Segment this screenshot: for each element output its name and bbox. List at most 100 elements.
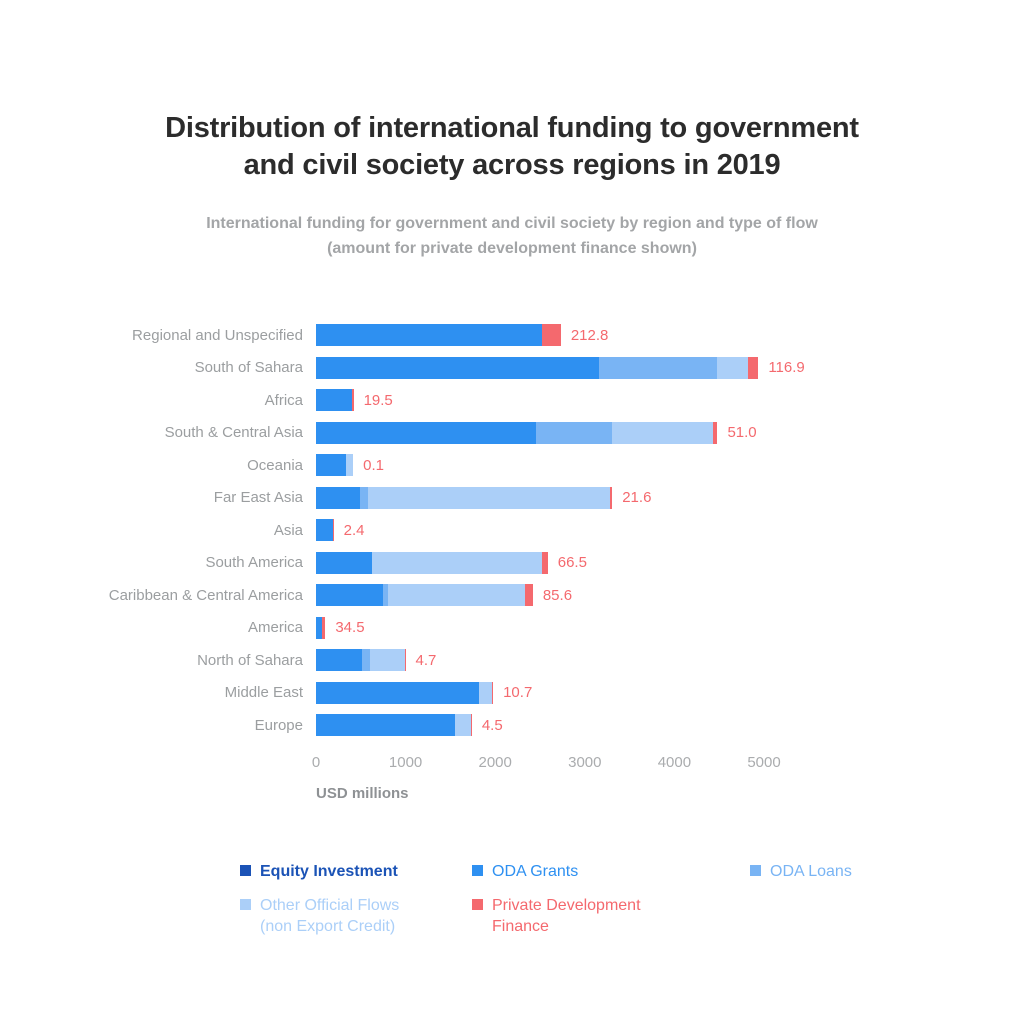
bar-segment-oda-grants (316, 356, 600, 379)
chart-row: Asia 2.4 (0, 514, 1024, 547)
chart-row: South of Sahara 116.9 (0, 352, 1024, 385)
chart-row: South & Central Asia 51.0 (0, 417, 1024, 450)
bar-track (316, 584, 533, 607)
bar-segment-private-development-finance (541, 551, 548, 574)
bar-track (316, 454, 354, 477)
bar-segment-oda-grants (316, 421, 537, 444)
chart-row: Europe 4.5 (0, 709, 1024, 742)
bar-track (316, 714, 472, 737)
bar-track (316, 649, 406, 672)
bar-track (316, 519, 334, 542)
bar-segment-oda-grants (316, 584, 384, 607)
bar-segment-private-development-finance (491, 681, 494, 704)
bar-track (316, 389, 354, 412)
equity-investment-swatch-icon (240, 865, 251, 876)
chart-row: America 34.5 (0, 612, 1024, 645)
bar-segment-other-official-flows-non-export-credit (346, 454, 354, 477)
bar-segment-other-official-flows-non-export-credit (368, 486, 611, 509)
row-label: Far East Asia (213, 489, 303, 507)
chart-row: Caribbean & Central America 85.6 (0, 579, 1024, 612)
bar-track (316, 551, 548, 574)
bar-value-label: 34.5 (335, 619, 365, 637)
bar-value-label: 4.5 (481, 716, 503, 734)
bar-track (316, 681, 494, 704)
bar-segment-other-official-flows-non-export-credit (716, 356, 748, 379)
chart-subtitle: International funding for government and… (206, 215, 818, 257)
bar-track (316, 356, 759, 379)
legend-item-other-official-flows: Other Official Flows (non Export Credit) (240, 895, 399, 937)
legend-label: ODA Loans (770, 863, 852, 880)
bar-segment-oda-grants (316, 486, 360, 509)
x-axis-tick-label: 3000 (568, 754, 602, 771)
row-label: South of Sahara (194, 359, 303, 377)
bar-segment-other-official-flows-non-export-credit (479, 681, 492, 704)
x-axis-tick-label: 1000 (388, 754, 423, 771)
bar-segment-oda-loans (361, 649, 371, 672)
bar-segment-oda-grants (316, 681, 480, 704)
bar-value-label: 51.0 (727, 424, 757, 442)
private-development-finance-swatch-icon (472, 899, 483, 910)
oda-loans-swatch-icon (750, 865, 761, 876)
bar-value-label: 21.6 (622, 489, 652, 507)
bar-segment-other-official-flows-non-export-credit (454, 714, 472, 737)
row-label: Oceania (247, 456, 303, 474)
bar-segment-private-development-finance (525, 584, 533, 607)
other-official-flows-swatch-icon (240, 899, 251, 910)
bar-segment-private-development-finance (541, 324, 561, 347)
legend-label: Equity Investment (260, 863, 398, 880)
bar-track (316, 616, 326, 639)
row-label: North of Sahara (197, 651, 303, 669)
bar-segment-oda-loans (383, 584, 389, 607)
bar-segment-other-official-flows-non-export-credit (371, 551, 542, 574)
bar-segment-oda-grants (316, 324, 542, 347)
row-label: Regional and Unspecified (132, 326, 303, 344)
row-label: Caribbean & Central America (108, 586, 303, 604)
x-axis-tick-label: 0 (311, 754, 321, 771)
row-label: Africa (264, 391, 303, 409)
bar-value-label: 0.1 (363, 456, 385, 474)
row-label: Middle East (224, 684, 303, 702)
legend-item-equity-investment: Equity Investment (240, 861, 398, 882)
bar-segment-oda-grants (316, 649, 362, 672)
bar-segment-oda-loans (599, 356, 717, 379)
row-label: Europe (254, 716, 303, 734)
chart-row: Regional and Unspecified 212.8 (0, 319, 1024, 352)
bar-segment-oda-grants (316, 454, 347, 477)
bar-value-label: 116.9 (768, 359, 805, 377)
row-label: South & Central Asia (164, 424, 303, 442)
row-label: Asia (273, 521, 303, 539)
bar-segment-other-official-flows-non-export-credit (388, 584, 526, 607)
x-axis-title: USD millions (316, 785, 409, 802)
bar-segment-private-development-finance (351, 389, 354, 412)
chart-title: Distribution of international funding to… (165, 112, 859, 181)
bar-value-label: 4.7 (415, 651, 437, 669)
chart-row: Middle East 10.7 (0, 677, 1024, 710)
bar-track (316, 324, 561, 347)
bar-value-label: 85.6 (542, 586, 573, 604)
legend-label: Other Official Flows (non Export Credit) (260, 897, 400, 935)
chart-row: Far East Asia 21.6 (0, 482, 1024, 515)
chart-row: South America 66.5 (0, 547, 1024, 580)
legend-item-private-development-finance: Private Development Finance (472, 895, 641, 937)
row-label: America (247, 619, 303, 637)
bar-segment-oda-grants (316, 389, 352, 412)
legend-item-oda-grants: ODA Grants (472, 861, 578, 882)
bar-segment-private-development-finance (322, 616, 326, 639)
oda-grants-swatch-icon (472, 865, 483, 876)
x-axis-tick-label: 4000 (657, 754, 692, 771)
chart-rows: Regional and Unspecified 212.8 South of Sa… (0, 319, 1024, 742)
bar-value-label: 2.4 (343, 521, 365, 539)
x-axis-tick-label: 5000 (747, 754, 781, 771)
bar-segment-oda-grants (316, 616, 323, 639)
bar-value-label: 10.7 (503, 684, 533, 702)
bar-segment-oda-loans (536, 421, 612, 444)
legend-item-oda-loans: ODA Loans (750, 861, 852, 882)
chart-row: Oceania 0.1 (0, 449, 1024, 482)
row-label: South America (205, 554, 303, 572)
chart-row: North of Sahara 4.7 (0, 644, 1024, 677)
legend-label: ODA Grants (492, 863, 579, 880)
bar-value-label: 66.5 (557, 554, 587, 572)
legend-label: Private Development Finance (492, 897, 641, 935)
bar-segment-other-official-flows-non-export-credit (370, 649, 406, 672)
